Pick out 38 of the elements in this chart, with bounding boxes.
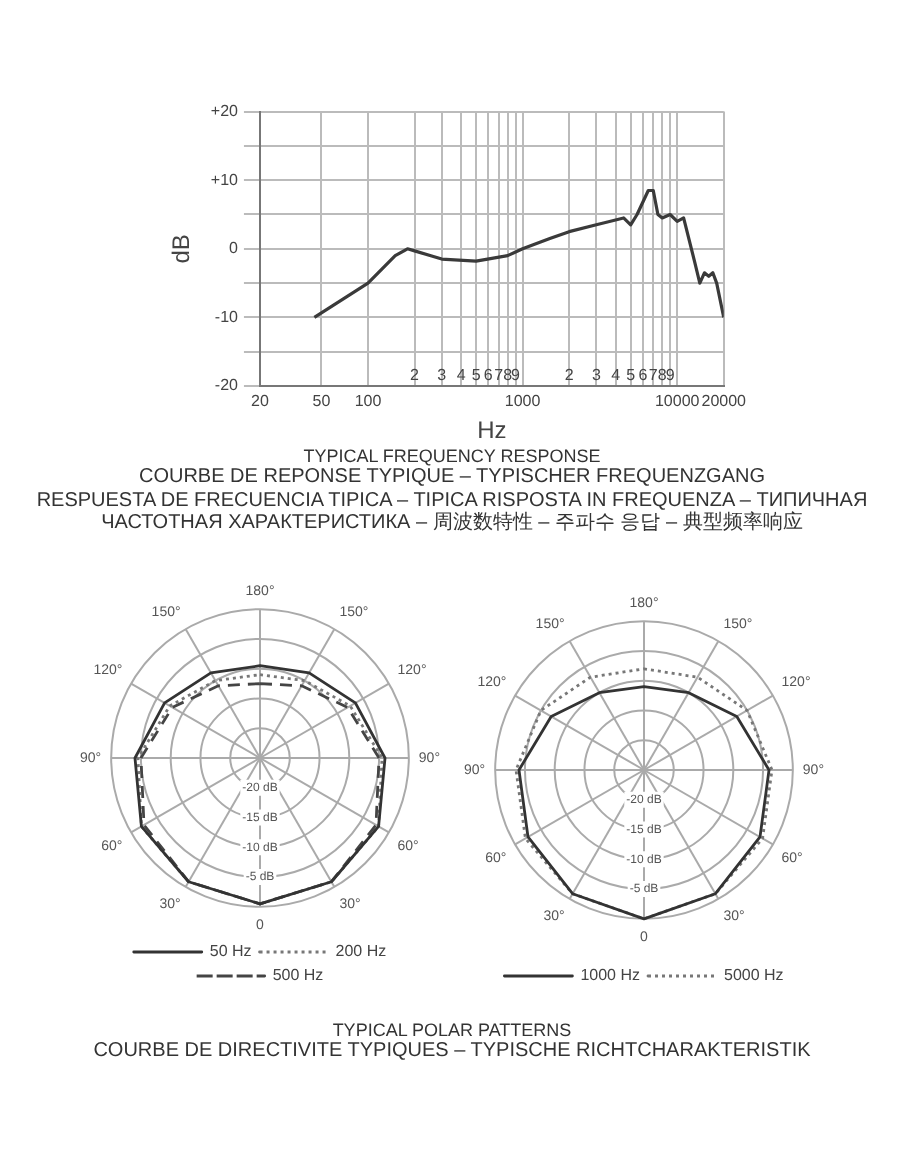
annotation: 9 xyxy=(511,366,522,385)
x-tick-label: 20000 xyxy=(701,392,748,411)
annotation: 4 xyxy=(611,366,622,385)
text: COURBE DE DIRECTIVITE TYPIQUES – TYPISCHE RICHTCHARAKTERISTIK xyxy=(93,1039,811,1062)
x-tick-label: 50 xyxy=(312,392,332,411)
annotation: 8 xyxy=(503,366,514,385)
legend-label: 500 Hz xyxy=(272,965,324,984)
legend-label: 200 Hz xyxy=(335,941,387,960)
y-tick-label: +10 xyxy=(210,170,240,189)
legend-label: 50 Hz xyxy=(209,941,252,960)
annotation: 2 xyxy=(410,366,421,385)
text: COURBE DE REPONSE TYPIQUE – TYPISCHER FREQUENZGANG RESPUESTA DE FRECUENCIA TIPICA – TIPICA RISPOSTA IN FREQUENZA – ТИПИЧНАЯ ЧАСТОТНАЯ ХАРАКТЕРИСТИКА – 周波数特性 – 주파수 응답 – 典型频率响应 xyxy=(34,466,870,535)
annotation: 3 xyxy=(437,366,448,385)
legend-label: 5000 Hz xyxy=(724,965,784,984)
annotation: 9 xyxy=(665,366,676,385)
y-tick-label: -20 xyxy=(214,376,240,395)
x-axis-title: Hz xyxy=(477,416,507,445)
y-tick-label: 0 xyxy=(229,239,240,258)
x-tick-label: 20 xyxy=(251,392,270,411)
y-axis-title: dB xyxy=(167,234,196,264)
annotation: 4 xyxy=(456,366,467,385)
text: TYPICAL POLAR PATTERNS xyxy=(330,1019,574,1039)
x-tick-label: 10000 xyxy=(654,392,701,411)
annotation: 3 xyxy=(591,366,602,385)
annotation: 6 xyxy=(638,366,649,385)
annotation: 8 xyxy=(657,366,668,385)
legend-label: 1000 Hz xyxy=(580,965,640,984)
y-tick-label: +20 xyxy=(210,102,240,121)
annotation: 6 xyxy=(483,366,494,385)
annotation: 7 xyxy=(648,366,659,385)
y-tick-label: -10 xyxy=(214,307,240,326)
x-tick-label: 1000 xyxy=(504,392,542,411)
annotation: 5 xyxy=(626,366,637,385)
annotation: 2 xyxy=(564,366,575,385)
annotation: 5 xyxy=(471,366,482,385)
annotation: 7 xyxy=(494,366,505,385)
text: TYPICAL FREQUENCY RESPONSE xyxy=(301,446,603,466)
x-tick-label: 100 xyxy=(354,392,383,411)
